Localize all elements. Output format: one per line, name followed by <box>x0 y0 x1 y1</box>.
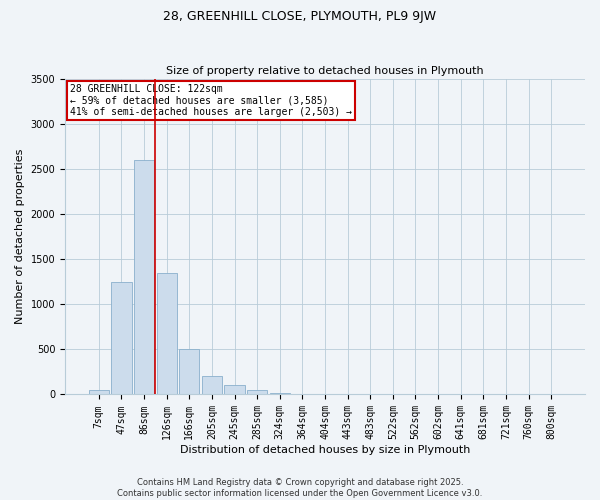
Bar <box>224 384 245 394</box>
Bar <box>89 390 109 394</box>
Bar <box>179 350 199 395</box>
Bar <box>157 273 177 394</box>
Bar <box>202 376 222 394</box>
Bar <box>134 160 154 394</box>
Text: Contains HM Land Registry data © Crown copyright and database right 2025.
Contai: Contains HM Land Registry data © Crown c… <box>118 478 482 498</box>
Bar <box>269 393 290 394</box>
Title: Size of property relative to detached houses in Plymouth: Size of property relative to detached ho… <box>166 66 484 76</box>
Text: 28 GREENHILL CLOSE: 122sqm
← 59% of detached houses are smaller (3,585)
41% of s: 28 GREENHILL CLOSE: 122sqm ← 59% of deta… <box>70 84 352 117</box>
Y-axis label: Number of detached properties: Number of detached properties <box>15 149 25 324</box>
Bar <box>247 390 268 394</box>
X-axis label: Distribution of detached houses by size in Plymouth: Distribution of detached houses by size … <box>180 445 470 455</box>
Bar <box>111 282 131 395</box>
Text: 28, GREENHILL CLOSE, PLYMOUTH, PL9 9JW: 28, GREENHILL CLOSE, PLYMOUTH, PL9 9JW <box>163 10 437 23</box>
